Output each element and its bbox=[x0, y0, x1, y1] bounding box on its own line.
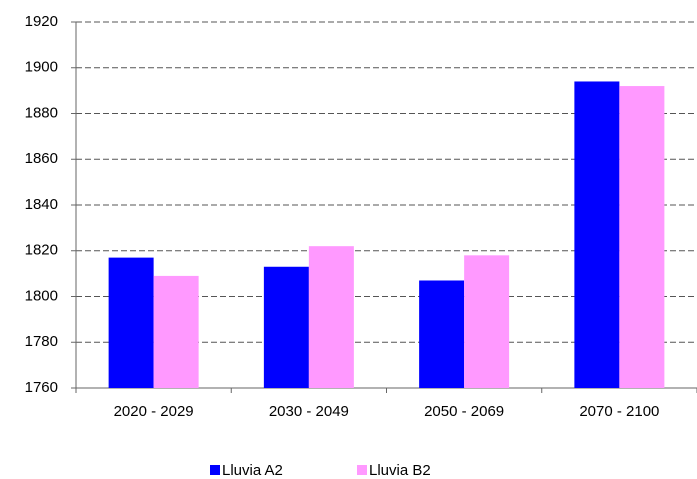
bar bbox=[308, 246, 354, 388]
y-tick-label: 1840 bbox=[25, 196, 58, 213]
x-tick-label: 2030 - 2049 bbox=[269, 403, 349, 420]
x-tick-label: 2050 - 2069 bbox=[424, 403, 504, 420]
bar bbox=[574, 81, 620, 388]
bar bbox=[619, 86, 665, 389]
legend-swatch bbox=[210, 465, 220, 475]
legend-label: Lluvia B2 bbox=[369, 462, 431, 479]
y-tick-label: 1820 bbox=[25, 242, 58, 259]
y-tick-label: 1900 bbox=[25, 59, 58, 76]
bar bbox=[263, 266, 309, 388]
bar bbox=[464, 255, 510, 388]
legend-swatch bbox=[357, 465, 367, 475]
y-tick-label: 1920 bbox=[25, 13, 58, 30]
bar bbox=[108, 257, 154, 388]
y-tick-label: 1780 bbox=[25, 333, 58, 350]
bar bbox=[419, 280, 465, 388]
legend-label: Lluvia A2 bbox=[222, 462, 283, 479]
y-tick-label: 1880 bbox=[25, 104, 58, 121]
y-tick-label: 1860 bbox=[25, 150, 58, 167]
y-tick-label: 1760 bbox=[25, 379, 58, 396]
bar bbox=[153, 275, 199, 388]
x-tick-label: 2020 - 2029 bbox=[114, 403, 194, 420]
x-tick-label: 2070 - 2100 bbox=[579, 403, 659, 420]
y-tick-label: 1800 bbox=[25, 287, 58, 304]
